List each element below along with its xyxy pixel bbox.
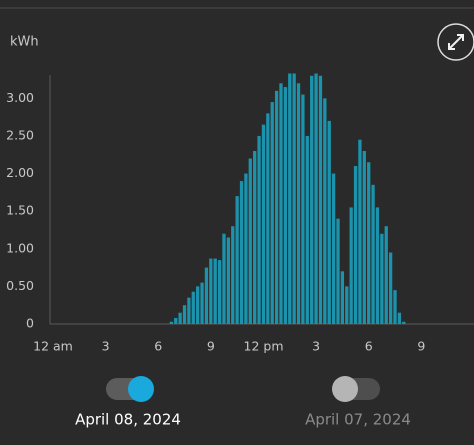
y-tick-label: 1.50: [6, 203, 34, 218]
bar: [239, 181, 244, 324]
y-tick-label: 0: [26, 316, 34, 331]
bar: [314, 73, 318, 324]
bar: [253, 150, 257, 324]
bar: [196, 286, 200, 324]
x-tick-label: 12 pm: [244, 339, 284, 354]
x-tick-label: 6: [365, 339, 373, 354]
bar: [292, 73, 296, 324]
expand-icon: [448, 34, 464, 50]
x-tick-label: 3: [312, 339, 320, 354]
x-tick-label: 12 am: [33, 339, 73, 354]
y-tick-label: 2.00: [6, 165, 34, 180]
expand-circle: [437, 23, 474, 61]
bar: [222, 233, 226, 324]
bar: [288, 73, 292, 324]
bar: [248, 158, 252, 324]
bar: [209, 258, 213, 324]
bar: [204, 267, 209, 324]
x-tick-label: 9: [207, 339, 215, 354]
bar: [318, 75, 323, 324]
y-tick-label: 0.50: [6, 278, 34, 293]
bar: [362, 150, 366, 324]
bar: [331, 173, 336, 324]
expand-button[interactable]: [437, 23, 474, 61]
bar: [388, 252, 393, 324]
date-label: April 07, 2024: [305, 411, 411, 429]
toggle-knob: [128, 376, 154, 402]
bar: [266, 113, 270, 324]
bar: [380, 233, 384, 324]
bar: [226, 237, 231, 324]
y-axis-label: kWh: [10, 35, 39, 50]
toggle-knob: [332, 376, 358, 402]
bar: [235, 196, 239, 324]
bar: [393, 290, 397, 324]
bar: [327, 120, 331, 324]
bar: [200, 282, 204, 324]
bar: [367, 162, 371, 324]
bar: [349, 207, 353, 324]
bar: [213, 258, 217, 324]
bar: [169, 321, 173, 324]
bar: [301, 94, 305, 324]
date-label: April 08, 2024: [75, 411, 181, 429]
bar: [296, 83, 301, 324]
bar: [274, 90, 279, 324]
bar: [182, 305, 187, 324]
bar: [384, 226, 388, 324]
bar: [336, 218, 340, 324]
bar: [371, 184, 375, 324]
bar: [402, 321, 406, 324]
y-tick-label: 1.00: [6, 240, 34, 255]
bar: [358, 139, 362, 324]
bar: [323, 98, 327, 324]
bar: [353, 166, 358, 324]
bar: [231, 226, 235, 324]
bar: [397, 312, 402, 324]
y-tick-label: 2.50: [6, 127, 34, 142]
x-tick-label: 9: [417, 339, 425, 354]
bar: [270, 102, 274, 324]
bar: [178, 312, 182, 324]
bar: [375, 207, 380, 324]
x-tick-label: 3: [102, 339, 110, 354]
bar: [191, 291, 195, 324]
bar: [257, 135, 261, 324]
bar: [187, 297, 191, 324]
bar: [174, 317, 178, 324]
bar: [279, 83, 283, 324]
bar: [340, 271, 345, 324]
bar: [261, 124, 266, 325]
bar: [244, 173, 248, 324]
bar: [217, 260, 222, 324]
date-toggle[interactable]: April 08, 2024: [75, 376, 181, 429]
x-tick-label: 6: [154, 339, 162, 354]
bar: [345, 286, 349, 324]
date-toggle[interactable]: April 07, 2024: [305, 376, 411, 429]
y-tick-label: 3.00: [6, 90, 34, 105]
bar: [283, 87, 288, 325]
bar: [305, 135, 309, 324]
bar: [310, 75, 314, 324]
